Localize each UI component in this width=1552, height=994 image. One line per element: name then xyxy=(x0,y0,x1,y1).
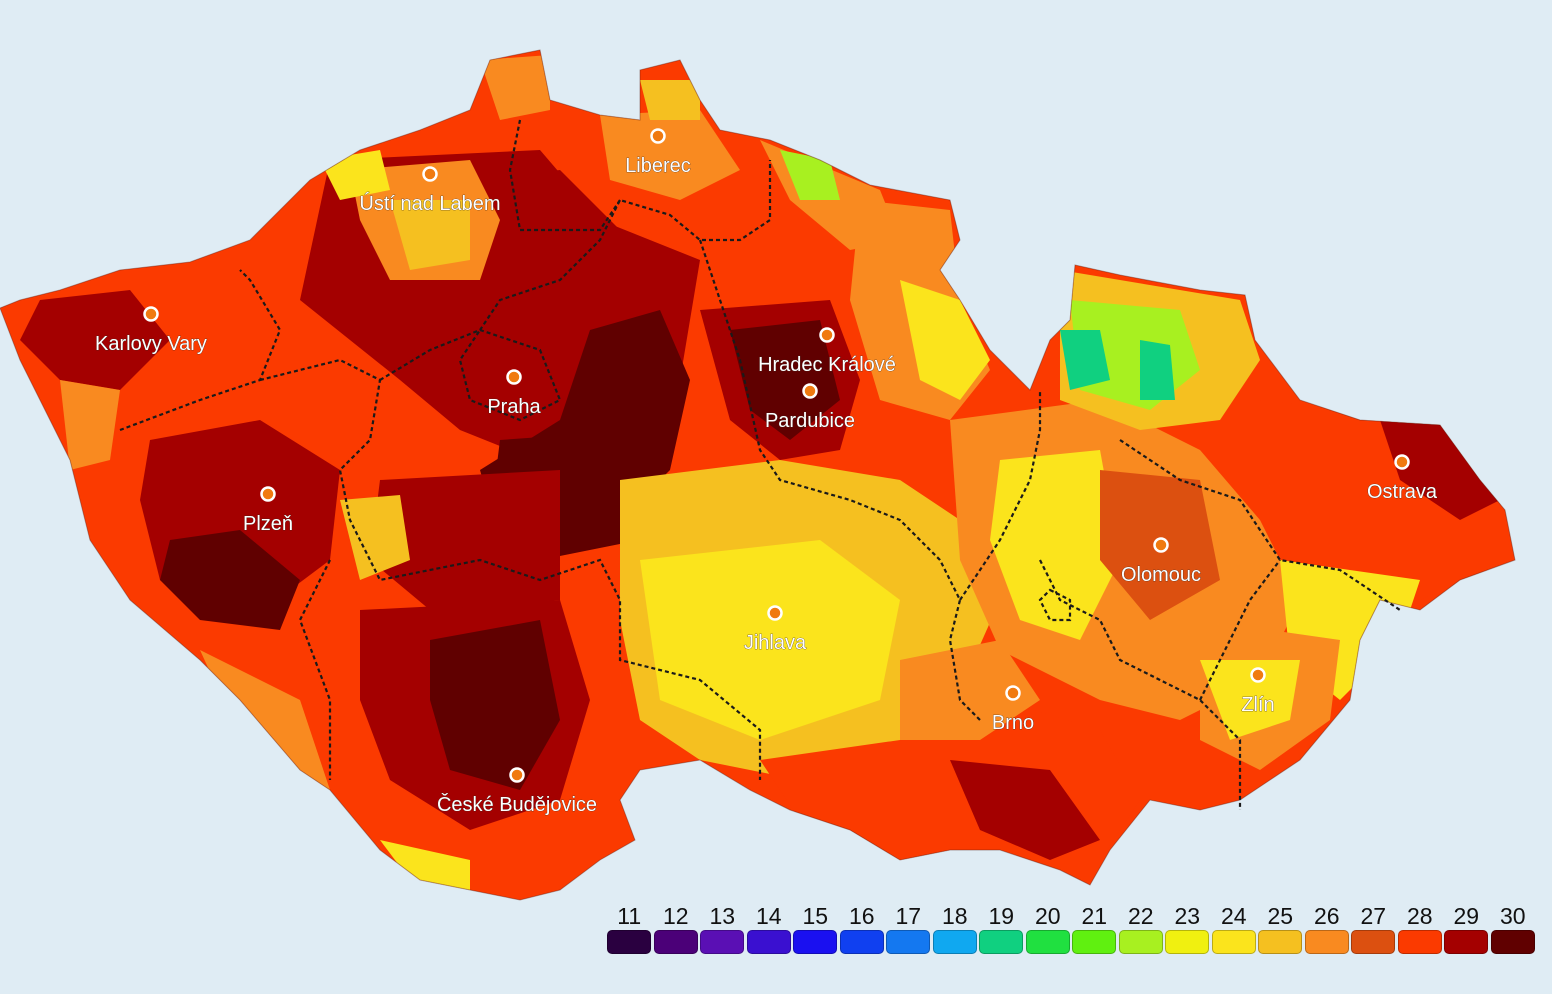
legend-swatch xyxy=(607,930,652,954)
city-marker xyxy=(422,166,438,182)
legend-swatch xyxy=(700,930,745,954)
city-marker xyxy=(1250,667,1266,683)
city-label: Jihlava xyxy=(744,632,807,654)
legend-swatch xyxy=(1351,930,1396,954)
legend-swatch xyxy=(1211,930,1256,954)
legend-label: 14 xyxy=(755,903,782,929)
legend-item: 20 xyxy=(1025,902,1072,954)
legend-label: 26 xyxy=(1313,903,1340,929)
city-label: Liberec xyxy=(625,155,691,177)
city-markers: Liberec Ústí nad Labem Karlovy Vary Praha Hr… xyxy=(95,128,1438,816)
city-label: Ostrava xyxy=(1367,481,1438,503)
legend-label: 24 xyxy=(1220,903,1247,929)
city-marker xyxy=(506,369,522,385)
city-marker xyxy=(509,767,525,783)
city-label: Karlovy Vary xyxy=(95,333,207,355)
city-label: Praha xyxy=(487,396,541,418)
legend-label: 29 xyxy=(1453,903,1480,929)
legend-swatch xyxy=(1165,930,1210,954)
city-marker xyxy=(260,486,276,502)
legend-label: 21 xyxy=(1081,903,1108,929)
legend-label: 27 xyxy=(1360,903,1387,929)
legend-item: 11 xyxy=(606,902,653,954)
legend-item: 22 xyxy=(1118,902,1165,954)
legend-item: 27 xyxy=(1350,902,1397,954)
region-borders xyxy=(119,119,1401,810)
legend-swatch xyxy=(979,930,1024,954)
legend-item: 25 xyxy=(1257,902,1304,954)
legend-label: 25 xyxy=(1267,903,1294,929)
legend-label: 19 xyxy=(988,903,1015,929)
legend-item: 17 xyxy=(885,902,932,954)
legend-label: 12 xyxy=(662,903,689,929)
legend-swatch xyxy=(1118,930,1163,954)
city-label: České Budějovice xyxy=(437,793,597,816)
legend-item: 12 xyxy=(653,902,700,954)
city-label: Plzeň xyxy=(243,513,293,535)
city-label: Hradec Králové xyxy=(758,354,896,376)
legend-item: 13 xyxy=(699,902,746,954)
legend-label: 30 xyxy=(1499,903,1526,929)
legend-item: 14 xyxy=(746,902,793,954)
legend-label: 11 xyxy=(617,903,642,929)
legend-label: 15 xyxy=(802,903,829,929)
legend-swatch xyxy=(653,930,698,954)
legend-label: 22 xyxy=(1127,903,1154,929)
legend-swatch xyxy=(1072,930,1117,954)
legend-item: 29 xyxy=(1443,902,1490,954)
legend-swatch xyxy=(1025,930,1070,954)
legend-item: 24 xyxy=(1211,902,1258,954)
city-marker xyxy=(802,383,818,399)
legend-label: 18 xyxy=(941,903,968,929)
legend-item: 18 xyxy=(932,902,979,954)
legend-item: 16 xyxy=(839,902,886,954)
legend-swatch xyxy=(932,930,977,954)
legend-item: 19 xyxy=(978,902,1025,954)
city-marker xyxy=(143,306,159,322)
city-marker xyxy=(819,327,835,343)
city-marker xyxy=(1153,537,1169,553)
legend-swatch xyxy=(793,930,838,954)
legend-label: 20 xyxy=(1034,903,1061,929)
city-label: Pardubice xyxy=(765,410,855,432)
legend-swatch xyxy=(886,930,931,954)
legend-swatch xyxy=(1490,930,1535,954)
legend-label: 23 xyxy=(1174,903,1201,929)
temperature-legend: 11 12 13 14 15 16 17 18 19 20 21 22 23 24 25 26 27 28 29 30 xyxy=(606,902,1536,954)
city-marker xyxy=(1394,454,1410,470)
city-label: Zlín xyxy=(1241,694,1274,716)
city-marker xyxy=(1005,685,1021,701)
legend-swatch xyxy=(1258,930,1303,954)
city-label: Ústí nad Labem xyxy=(359,192,500,215)
city-label: Brno xyxy=(992,712,1034,734)
legend-item: 23 xyxy=(1164,902,1211,954)
legend-item: 15 xyxy=(792,902,839,954)
legend-label: 16 xyxy=(848,903,875,929)
legend-swatch xyxy=(1444,930,1489,954)
legend-item: 28 xyxy=(1397,902,1444,954)
legend-swatch xyxy=(1304,930,1349,954)
city-label: Olomouc xyxy=(1121,564,1201,586)
city-marker xyxy=(767,605,783,621)
legend-item: 21 xyxy=(1071,902,1118,954)
legend-label: 28 xyxy=(1406,903,1433,929)
legend-item: 30 xyxy=(1490,902,1537,954)
legend-swatch xyxy=(746,930,791,954)
legend-label: 17 xyxy=(895,903,922,929)
city-marker xyxy=(650,128,666,144)
legend-swatch xyxy=(839,930,884,954)
legend-label: 13 xyxy=(709,903,736,929)
legend-item: 26 xyxy=(1304,902,1351,954)
legend-swatch xyxy=(1397,930,1442,954)
